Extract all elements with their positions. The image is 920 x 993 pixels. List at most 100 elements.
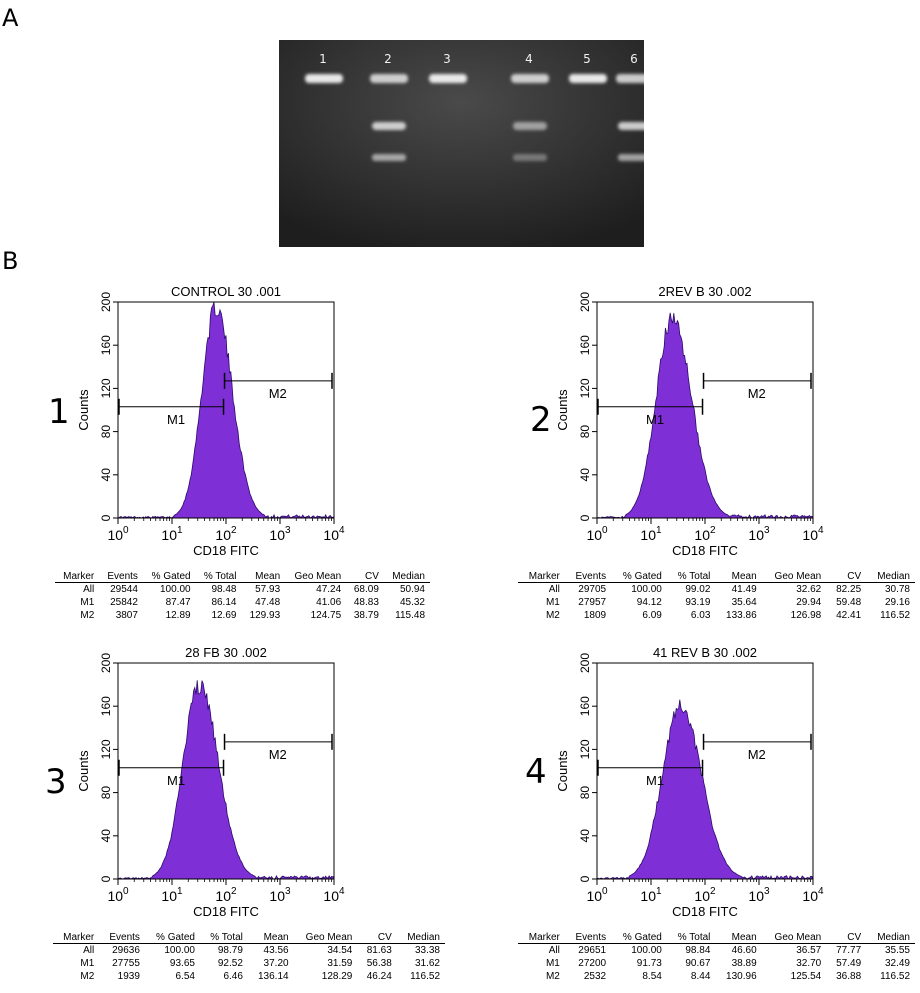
table-cell: 47.24 <box>316 584 342 595</box>
table-cell: M1 <box>545 597 560 608</box>
y-tick-label: 0 <box>99 875 113 882</box>
gel-lane-label: 1 <box>319 52 327 66</box>
y-tick-label: 120 <box>578 739 592 759</box>
table-header-cell: CV <box>346 571 384 583</box>
table-cell: 12.89 <box>165 610 191 621</box>
flow-histogram-1: CONTROL 30 .001 0 40 80 120 160 200 100 101 102 10… <box>58 280 364 566</box>
table-header-cell: CV <box>826 571 867 583</box>
table-cell: 100.00 <box>164 945 195 956</box>
y-tick-label: 40 <box>578 468 592 482</box>
table-cell: 115.48 <box>395 610 425 621</box>
gate-marker-m2: M2 <box>223 372 333 401</box>
y-tick-label: 200 <box>99 653 113 673</box>
gate-marker-m2: M2 <box>702 372 812 401</box>
table-row: All 29705 100.00 99.02 41.49 32.62 82.25 30.78 <box>518 583 915 597</box>
table-header-row: Marker Events% Gated% Total Mean Geo Mean CV… <box>55 571 430 583</box>
table-header-cell: Marker <box>518 571 565 583</box>
x-tick-label: 101 <box>640 525 662 543</box>
table-cell: 98.84 <box>685 945 711 956</box>
gate-marker-label: M2 <box>748 386 766 401</box>
y-tick-label: 200 <box>578 653 592 673</box>
y-tick-label: 40 <box>99 468 113 482</box>
table-cell: 29705 <box>578 584 607 595</box>
table-header-row: Marker Events% Gated% Total Mean Geo Mean CV… <box>518 932 915 944</box>
x-tick-label: 100 <box>586 886 608 904</box>
table-cell: 30.78 <box>884 584 910 595</box>
table-header-cell: Median <box>866 571 915 583</box>
histogram-title: 41 REV B 30 .002 <box>653 645 757 660</box>
x-tick-label: 102 <box>215 886 237 904</box>
plot-number: 4 <box>525 752 547 792</box>
table-header-cell: Geo Mean <box>285 571 347 583</box>
table-row: M2 1809 6.09 6.03 133.86 126.98 42.41 116.52 <box>518 609 915 622</box>
histogram-area <box>595 699 814 880</box>
gel-band-middle <box>372 122 406 130</box>
table-cell: 6.46 <box>223 971 243 982</box>
table-cell: 31.59 <box>327 958 353 969</box>
y-tick-label: 0 <box>578 875 592 882</box>
table-header-cell: Events <box>99 571 143 583</box>
gel-lane-label: 2 <box>384 52 392 66</box>
gel-band-top <box>616 74 644 83</box>
table-row: All 29544 100.00 98.48 57.93 47.24 68.09 50.94 <box>55 583 430 597</box>
histogram-svg: 41 REV B 30 .002 0 40 80 120 160 200 100 101 102 1… <box>555 645 824 919</box>
table-cell: 92.52 <box>217 958 243 969</box>
table-row: M2 2532 8.54 8.44 130.96 125.54 36.88 116.52 <box>518 970 915 983</box>
table-cell: 136.14 <box>257 971 289 982</box>
table-header-cell: Events <box>99 932 145 944</box>
x-tick-label: 103 <box>269 525 291 543</box>
y-axis-label: Counts <box>555 750 570 792</box>
table-header-cell: CV <box>826 932 867 944</box>
table-header-cell: Median <box>383 571 430 583</box>
table-header-cell: Events <box>564 932 612 944</box>
gel-band-middle <box>513 122 547 130</box>
table-cell: 81.63 <box>366 945 392 956</box>
table-header-cell: % Total <box>666 932 716 944</box>
table-cell: 116.52 <box>880 610 910 621</box>
table-row: M2 1939 6.54 6.46 136.14 128.29 46.24 116.52 <box>53 970 445 983</box>
table-cell: 99.02 <box>685 584 711 595</box>
panel-letter-b: B <box>2 247 19 275</box>
y-tick-label: 0 <box>578 514 592 521</box>
table-header-row: Marker Events% Gated% Total Mean Geo Mean CV… <box>518 571 915 583</box>
gel-lane-label: 6 <box>630 52 638 66</box>
gate-marker-m1: M1 <box>118 759 225 788</box>
y-tick-label: 80 <box>99 425 113 439</box>
table-row: M1 27957 94.12 93.19 35.64 29.94 59.48 29.16 <box>518 596 915 609</box>
gate-marker-label: M2 <box>748 747 766 762</box>
table-header-cell: Mean <box>241 571 286 583</box>
table-cell: 34.54 <box>327 945 353 956</box>
table-header-cell: Median <box>866 932 915 944</box>
table-cell: M1 <box>80 597 95 608</box>
flow-histogram-3: 28 FB 30 .002 0 40 80 120 160 200 100 101 102 103 1… <box>58 641 364 927</box>
table-row: M2 3807 12.89 12.69 129.93 124.75 38.79 115.48 <box>55 609 430 622</box>
table-header-cell: % Total <box>666 571 716 583</box>
table-row: M1 25842 87.47 86.14 47.48 41.06 48.83 45.32 <box>55 596 430 609</box>
table-cell: 100.00 <box>631 584 662 595</box>
plot-number: 2 <box>530 400 552 440</box>
table-header-cell: Marker <box>53 932 100 944</box>
table-cell: 68.09 <box>353 584 379 595</box>
flow-histogram-2: 2REV B 30 .002 0 40 80 120 160 200 100 101 102 103… <box>537 280 843 566</box>
table-cell: M2 <box>80 610 95 621</box>
table-cell: 36.57 <box>796 945 822 956</box>
table-cell: 100.00 <box>160 584 191 595</box>
table-cell: 38.79 <box>353 610 379 621</box>
table-cell: 32.70 <box>796 958 822 969</box>
y-tick-label: 160 <box>99 335 113 355</box>
gate-marker-m1: M1 <box>118 398 225 427</box>
histogram-area <box>117 680 335 880</box>
gel-band-top <box>569 74 607 83</box>
table-cell: 8.54 <box>642 971 662 982</box>
table-cell: 27200 <box>578 958 607 969</box>
table-cell: 32.49 <box>884 958 910 969</box>
table-cell: 38.89 <box>731 958 757 969</box>
table-header-cell: % Gated <box>144 932 200 944</box>
table-cell: 116.52 <box>410 971 440 982</box>
table-cell: 130.96 <box>726 971 757 982</box>
x-tick-label: 103 <box>269 886 291 904</box>
y-tick-label: 120 <box>99 378 113 398</box>
plot-number: 3 <box>45 762 67 802</box>
x-axis-label: CD18 FITC <box>672 543 738 558</box>
table-cell: 93.19 <box>685 597 711 608</box>
